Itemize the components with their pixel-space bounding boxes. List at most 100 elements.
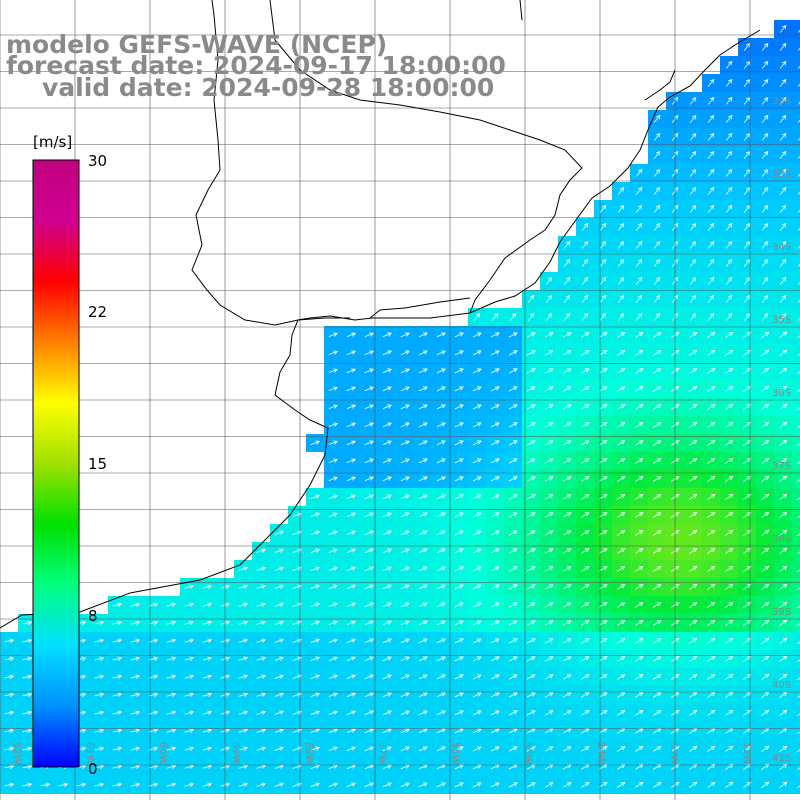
longitude-label: 61W <box>84 742 95 765</box>
wind-arrow <box>634 458 644 464</box>
wind-arrow <box>725 781 734 788</box>
wind-arrow <box>508 710 518 716</box>
wind-arrow <box>418 692 428 698</box>
wind-arrow <box>598 512 608 518</box>
wind-arrow <box>652 548 662 554</box>
wind-arrow <box>743 457 752 464</box>
wind-arrow <box>454 602 464 608</box>
wind-arrow <box>508 584 518 590</box>
wind-arrow <box>202 656 213 661</box>
wind-arrow <box>364 494 374 500</box>
wind-arrow <box>779 276 787 285</box>
wind-arrow <box>472 476 482 482</box>
wind-arrow <box>598 692 608 698</box>
wind-arrow <box>779 511 788 519</box>
wind-arrow <box>40 782 51 788</box>
wind-arrow <box>797 296 800 303</box>
wind-arrow <box>184 620 195 625</box>
wind-arrow <box>779 114 787 123</box>
wind-arrow <box>490 458 500 464</box>
wind-arrow <box>400 512 410 518</box>
wind-arrow <box>490 422 500 428</box>
wind-arrow <box>544 566 554 572</box>
wind-arrow <box>310 710 320 715</box>
wind-arrow <box>707 276 715 285</box>
wind-arrow <box>761 475 770 483</box>
wind-arrow <box>725 475 734 482</box>
wind-arrow <box>616 494 626 500</box>
wind-arrow <box>598 602 608 608</box>
wind-arrow <box>274 548 284 553</box>
wind-arrow <box>779 349 788 357</box>
wind-arrow <box>707 421 716 428</box>
wind-arrow <box>689 96 697 105</box>
wind-arrow <box>346 494 356 500</box>
wind-arrow <box>22 692 33 698</box>
wind-arrow <box>274 584 284 589</box>
wind-arrow <box>761 132 769 141</box>
wind-cell <box>792 740 800 758</box>
wind-arrow <box>725 439 734 446</box>
wind-arrow <box>256 728 267 733</box>
wind-arrow <box>617 258 625 267</box>
wind-arrow <box>616 530 626 536</box>
wind-arrow <box>454 782 464 788</box>
wind-arrow <box>364 476 374 482</box>
wind-arrow <box>490 620 500 626</box>
wind-arrow <box>544 350 554 356</box>
wind-arrow <box>22 620 33 626</box>
wind-arrow <box>725 367 734 374</box>
wind-arrow <box>725 168 733 177</box>
wind-arrow <box>418 404 428 410</box>
wind-arrow <box>617 186 625 195</box>
wind-arrow <box>779 168 787 177</box>
wind-arrow <box>274 674 284 679</box>
wind-arrow <box>454 620 464 626</box>
wind-arrow <box>328 404 338 409</box>
wind-arrow <box>472 332 482 338</box>
wind-arrow <box>472 746 482 752</box>
wind-arrow <box>707 709 716 716</box>
wind-speed-field <box>0 20 800 794</box>
wind-arrow <box>382 332 392 338</box>
wind-arrow <box>490 332 500 338</box>
wind-arrow <box>346 404 356 410</box>
wind-arrow <box>184 728 195 733</box>
wind-arrow <box>527 294 535 303</box>
wind-arrow <box>418 566 428 572</box>
wind-arrow <box>616 566 626 572</box>
wind-arrow <box>310 782 320 787</box>
wind-arrow <box>617 240 625 249</box>
wind-arrow <box>346 350 356 356</box>
wind-arrow <box>653 168 661 177</box>
wind-arrow <box>797 242 800 249</box>
wind-arrow <box>580 638 590 644</box>
wind-arrow <box>526 782 536 788</box>
latitude-labels: 32S 33S 34S 35S 36S 37S 38S 39S 40S 41S <box>772 96 791 764</box>
wind-arrow <box>400 656 410 662</box>
wind-arrow <box>725 114 733 123</box>
wind-arrow <box>328 548 338 553</box>
wind-arrow <box>274 710 284 715</box>
wind-arrow <box>634 368 644 374</box>
wind-cell <box>792 164 800 182</box>
wind-arrow <box>256 602 267 607</box>
wind-arrow <box>797 461 800 465</box>
wind-arrow <box>472 602 482 608</box>
wind-arrow <box>526 332 536 338</box>
wind-arrow <box>707 583 716 590</box>
wind-arrow <box>761 745 770 753</box>
wind-arrow <box>526 566 536 572</box>
wind-arrow <box>580 458 590 464</box>
wind-arrow <box>707 132 715 141</box>
wind-arrow <box>22 728 33 734</box>
wind-arrow <box>725 511 734 518</box>
wind-arrow <box>472 656 482 662</box>
wind-arrow <box>581 294 589 303</box>
wind-arrow <box>707 619 716 626</box>
wind-arrow <box>202 602 213 607</box>
wind-arrow <box>22 746 33 752</box>
wind-cell <box>792 560 800 578</box>
wind-arrow <box>689 548 698 554</box>
wind-arrow <box>544 674 554 680</box>
